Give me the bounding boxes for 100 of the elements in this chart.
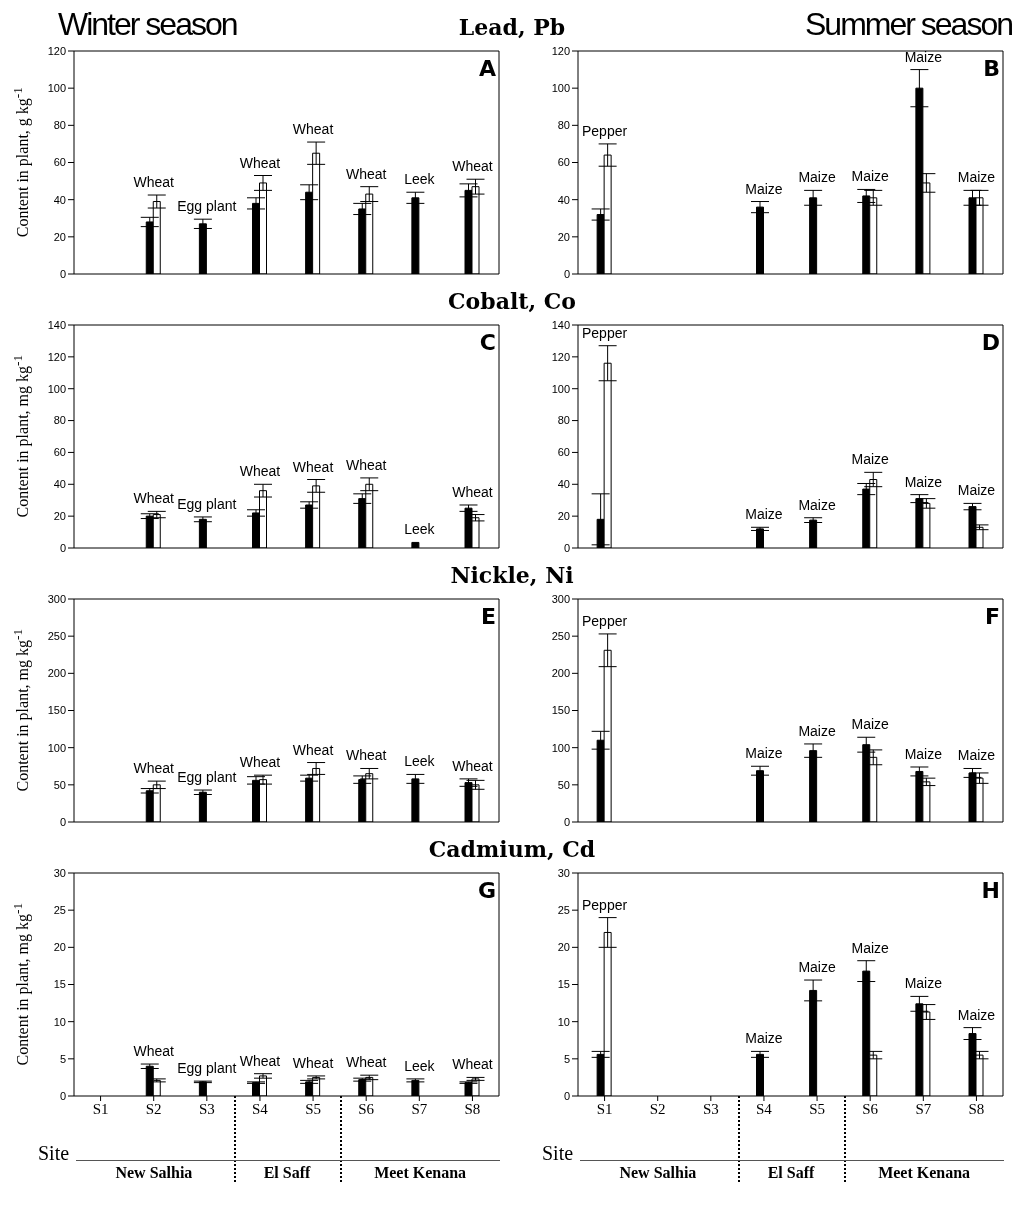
x-tick-label: S1	[596, 1100, 613, 1117]
y-tick-label: 40	[557, 478, 570, 491]
text: El Saff	[262, 1164, 312, 1182]
y-tick-label: 200	[551, 667, 570, 680]
y-tick-label: 100	[47, 382, 66, 395]
x-tick-label: S4	[252, 1100, 269, 1117]
annotation: Egg plant	[177, 769, 237, 786]
annotation: Maize	[798, 496, 836, 513]
annotation: Maize	[851, 716, 890, 733]
y-tick-label: 40	[557, 193, 570, 206]
annotation: Leek	[404, 171, 436, 188]
annotation: Maize	[851, 168, 890, 185]
y-tick-label: 15	[557, 978, 570, 991]
annotation: Maize	[798, 722, 836, 739]
y-tick-label: 140	[47, 318, 66, 331]
y-tick-label: 40	[53, 478, 66, 491]
y-tick-label: 20	[557, 230, 570, 243]
annotation: D	[980, 330, 1000, 355]
annotation: Wheat	[239, 463, 281, 480]
annotation: Wheat	[452, 757, 493, 774]
annotation: Wheat	[292, 1054, 334, 1071]
annotation: Wheat	[292, 121, 334, 138]
annotation: Maize	[745, 506, 783, 523]
y-tick-label: 30	[557, 866, 570, 879]
y-tick-label: 60	[557, 446, 570, 459]
x-tick-label: S3	[702, 1100, 719, 1117]
annotation: Wheat	[452, 1056, 493, 1073]
annotation: Maize	[798, 169, 836, 186]
text: New Salhia	[114, 1164, 194, 1182]
y-tick-label: 80	[53, 414, 66, 427]
chart-subtitle: Winter season	[58, 6, 237, 43]
x-tick-label: S5	[809, 1100, 825, 1117]
y-tick-label: 120	[47, 44, 66, 57]
annotation: Wheat	[345, 1054, 387, 1071]
x-tick-label: S7	[411, 1100, 428, 1117]
y-tick-label: 150	[551, 704, 570, 717]
y-tick-label: 15	[53, 978, 66, 991]
text: Meet Kenana	[877, 1164, 972, 1182]
chart-subtitle: Summer season	[805, 6, 1012, 43]
annotation: H	[980, 878, 1000, 903]
y-tick-label: 25	[53, 904, 66, 917]
annotation: Egg plant	[177, 198, 237, 215]
y-tick-label: 300	[551, 592, 570, 605]
annotation: A	[477, 56, 496, 81]
annotation: Pepper	[581, 612, 628, 629]
annotation: Maize	[904, 48, 943, 65]
y-tick-label: 80	[557, 119, 570, 132]
y-tick-label: 200	[47, 667, 66, 680]
y-tick-label: 100	[47, 741, 66, 754]
chart-title: Cobalt, Co	[448, 288, 576, 314]
y-tick-label: 20	[557, 510, 570, 523]
annotation: E	[479, 604, 496, 629]
y-tick-label: 120	[551, 350, 570, 363]
annotation: Maize	[851, 939, 890, 956]
annotation: Maize	[904, 975, 943, 992]
annotation: Pepper	[581, 122, 628, 139]
y-tick-label: 0	[59, 1089, 66, 1102]
x-tick-label: S8	[464, 1100, 481, 1117]
x-tick-label: S8	[968, 1100, 985, 1117]
annotation: Wheat	[452, 483, 493, 500]
annotation: Wheat	[345, 747, 387, 764]
annotation: Wheat	[239, 754, 281, 771]
y-tick-label: 60	[53, 446, 66, 459]
y-tick-label: 100	[551, 741, 570, 754]
x-tick-label: S1	[92, 1100, 109, 1117]
annotation: Maize	[745, 745, 783, 762]
y-tick-label: 60	[557, 156, 570, 169]
y-tick-label: 80	[53, 119, 66, 132]
annotation: Maize	[904, 473, 943, 490]
annotation: Wheat	[345, 456, 387, 473]
y-tick-label: 20	[53, 230, 66, 243]
annotation: Maize	[957, 1006, 996, 1023]
y-tick-label: 20	[557, 941, 570, 954]
y-tick-label: 120	[47, 350, 66, 363]
annotation: Wheat	[133, 1043, 175, 1060]
annotation: Wheat	[345, 165, 387, 182]
annotation: Wheat	[452, 158, 493, 175]
chart-title: Lead, Pb	[458, 14, 566, 40]
annotation: Maize	[957, 169, 996, 186]
annotation: Maize	[745, 1030, 783, 1047]
y-tick-label: 5	[563, 1052, 570, 1065]
x-tick-label: S6	[358, 1100, 375, 1117]
y-tick-label: 0	[563, 1089, 570, 1102]
y-tick-label: 0	[563, 541, 570, 554]
annotation: Maize	[957, 747, 996, 764]
annotation: Maize	[957, 482, 996, 499]
y-tick-label: 300	[47, 592, 66, 605]
annotation: Wheat	[133, 490, 175, 507]
y-tick-label: 60	[53, 156, 66, 169]
y-tick-label: 0	[59, 541, 66, 554]
y-tick-label: 30	[53, 866, 66, 879]
y-tick-label: 50	[53, 778, 66, 791]
y-tick-label: 140	[551, 318, 570, 331]
y-tick-label: 5	[59, 1052, 66, 1065]
y-tick-label: 80	[557, 414, 570, 427]
x-tick-label: S7	[915, 1100, 932, 1117]
x-axis-title: Site	[38, 1142, 70, 1165]
annotation: B	[982, 56, 1000, 81]
annotation: C	[478, 330, 496, 355]
chart-title: Cadmium, Cd	[428, 836, 596, 862]
